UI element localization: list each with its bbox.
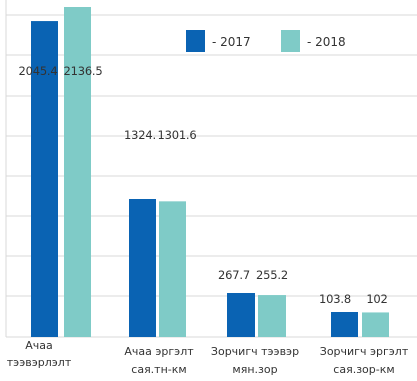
data-label: 103.8: [319, 292, 351, 306]
bar-2017-group-4: [331, 312, 358, 337]
data-label: 1301.6: [157, 128, 196, 142]
data-label: 267.7: [218, 268, 250, 282]
data-label: 102: [366, 292, 387, 306]
bar-2018-group-2: [159, 201, 186, 337]
legend-swatch-2017: [186, 30, 205, 52]
data-labels: 2045.4 2136.5 1324. 1301.6 267.7 255.2 103.8 10…: [18, 64, 387, 306]
category-label: сая.зор-км: [333, 363, 394, 376]
legend: - 2017 - 2018: [186, 30, 346, 52]
legend-label-2017: - 2017: [212, 35, 251, 49]
data-label: 2045.4: [18, 64, 57, 78]
legend-swatch-2018: [281, 30, 300, 52]
data-label: 2136.5: [63, 64, 102, 78]
category-label: Зорчигч тээвэр: [211, 345, 299, 358]
category-label: Зорчигч эргэлт: [320, 345, 409, 358]
category-label: мян.зор: [232, 363, 277, 376]
bars: [31, 7, 389, 338]
data-label: 255.2: [256, 268, 288, 282]
category-label: сая.тн-км: [131, 363, 186, 376]
data-label: 1324.: [124, 128, 156, 142]
bar-2017-group-2: [129, 199, 156, 337]
bar-2018-group-3: [258, 295, 286, 337]
bar-2017-group-3: [227, 293, 255, 337]
category-label: Ачаа эргэлт: [124, 345, 194, 358]
bar-2018-group-1: [64, 7, 91, 337]
category-label: Ачаа: [25, 339, 53, 352]
bar-2017-group-1: [31, 21, 58, 338]
bar-2018-group-4: [362, 312, 389, 337]
category-labels: Ачаа тээвэрлэлт Ачаа эргэлт сая.тн-км Зорчиг…: [7, 339, 409, 376]
category-label: тээвэрлэлт: [7, 356, 72, 369]
legend-label-2018: - 2018: [307, 35, 346, 49]
